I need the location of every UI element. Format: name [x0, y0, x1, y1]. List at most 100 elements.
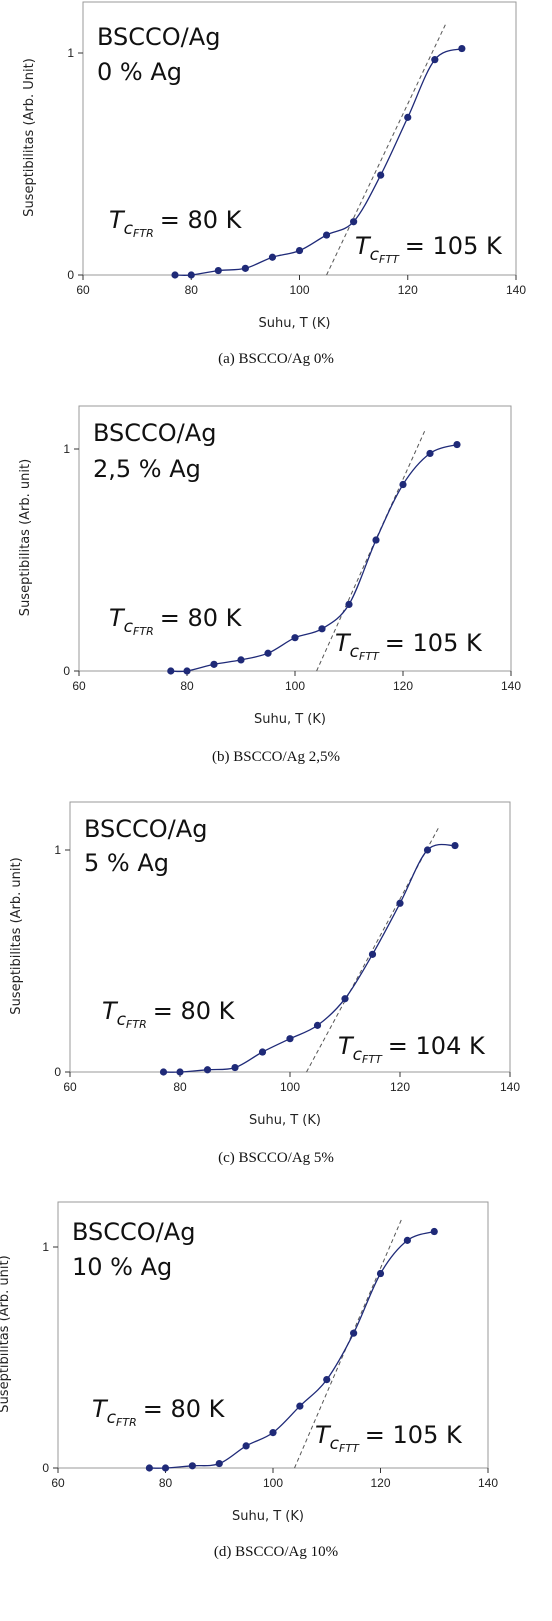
- data-point: [322, 231, 331, 239]
- x-tick-label: 80: [185, 283, 199, 297]
- data-point: [258, 1048, 267, 1056]
- tc-ftt-label: TcFTT = 105 K: [355, 232, 503, 266]
- data-point: [350, 1329, 358, 1337]
- tangent-line: [316, 431, 426, 672]
- composition-label: 0 % Ag: [97, 58, 182, 86]
- y-axis-label: Suseptibilitas (Arb. unit): [18, 459, 33, 616]
- x-tick-label: 80: [180, 679, 194, 693]
- tc-ftr-label: TcFTR = 80 K: [102, 997, 236, 1031]
- tc-ftr-label-text: TcFTR = 80 K: [109, 206, 243, 240]
- data-point: [215, 1459, 223, 1468]
- data-point: [203, 1066, 212, 1074]
- tangent-line: [326, 23, 447, 276]
- x-tick-label: 120: [370, 1476, 390, 1490]
- data-point: [167, 667, 175, 675]
- data-point: [296, 1402, 304, 1410]
- data-point: [242, 1442, 250, 1450]
- data-point: [377, 171, 385, 179]
- tc-ftr-label: TcFTR = 80 K: [109, 604, 243, 638]
- tc-ftr-label: TcFTR = 80 K: [92, 1395, 226, 1429]
- data-point: [237, 656, 245, 664]
- data-point: [264, 649, 272, 657]
- x-tick-label: 140: [500, 1080, 520, 1094]
- y-tick-label: 1: [63, 442, 70, 456]
- data-point: [159, 1068, 168, 1076]
- x-tick-label: 60: [72, 679, 86, 693]
- x-tick-label: 60: [51, 1476, 65, 1490]
- data-point: [210, 660, 218, 668]
- sample-label: BSCCO/Ag: [93, 419, 216, 447]
- y-axis-label: Suseptibilitas (Arb. unit): [0, 1255, 12, 1412]
- data-point: [313, 1021, 322, 1029]
- x-tick-label: 120: [398, 283, 418, 297]
- tc-ftt-label-text: TcFTT = 104 K: [338, 1032, 486, 1066]
- x-tick-label: 120: [393, 679, 413, 693]
- tc-ftr-label-text: TcFTR = 80 K: [109, 604, 243, 638]
- data-point: [458, 44, 466, 53]
- sample-label: BSCCO/Ag: [72, 1218, 195, 1246]
- data-point: [341, 995, 349, 1003]
- data-point: [372, 536, 380, 544]
- x-tick-label: 100: [285, 679, 305, 693]
- data-point: [171, 271, 179, 279]
- data-point: [404, 113, 412, 121]
- data-point: [376, 1269, 385, 1278]
- data-point: [431, 56, 439, 64]
- tc-ftr-label-text: TcFTR = 80 K: [92, 1395, 226, 1429]
- composition-label: 5 % Ag: [84, 849, 169, 877]
- data-point: [286, 1035, 294, 1043]
- data-point: [231, 1063, 239, 1072]
- panel-caption: (b) BSCCO/Ag 2,5%: [212, 749, 340, 765]
- composition-label: 10 % Ag: [72, 1253, 172, 1281]
- panel-caption: (c) BSCCO/Ag 5%: [218, 1150, 334, 1166]
- x-tick-label: 140: [478, 1476, 498, 1490]
- x-tick-label: 140: [506, 283, 526, 297]
- tc-ftt-label: TcFTT = 105 K: [335, 629, 483, 663]
- data-point: [323, 1376, 331, 1384]
- panel-caption: (d) BSCCO/Ag 10%: [214, 1544, 338, 1560]
- chart-panel-2: 60 80 100 120 140 0 1 Suhu, T (K) Suseptibilitas…: [18, 405, 521, 765]
- tc-ftt-label: TcFTT = 104 K: [338, 1032, 486, 1066]
- y-tick-label: 1: [54, 843, 61, 857]
- x-axis-label: Suhu, T (K): [232, 1509, 304, 1524]
- y-tick-label: 1: [67, 46, 74, 60]
- chart-panel-1: 60 80 100 120 140 0 1 Suhu, T (K) Suseptibilitas…: [22, 1, 526, 367]
- data-point: [188, 1462, 196, 1470]
- panel-caption: (a) BSCCO/Ag 0%: [218, 351, 334, 367]
- data-point: [269, 1429, 277, 1437]
- x-tick-label: 80: [159, 1476, 173, 1490]
- x-tick-label: 100: [263, 1476, 283, 1490]
- data-point: [161, 1464, 170, 1472]
- data-point: [451, 841, 459, 850]
- data-point: [426, 449, 434, 458]
- x-tick-label: 140: [501, 679, 521, 693]
- data-point: [396, 899, 404, 907]
- y-tick-label: 0: [54, 1065, 61, 1079]
- tc-ftr-label: TcFTR = 80 K: [109, 206, 243, 240]
- data-point: [214, 266, 222, 275]
- y-tick-label: 0: [63, 664, 70, 678]
- x-tick-label: 60: [76, 283, 90, 297]
- y-tick-label: 0: [67, 268, 74, 282]
- x-axis-label: Suhu, T (K): [254, 712, 326, 727]
- x-axis-label: Suhu, T (K): [259, 316, 331, 331]
- data-point: [295, 246, 304, 255]
- data-point: [403, 1236, 411, 1244]
- data-point: [345, 600, 353, 609]
- y-tick-label: 1: [42, 1240, 49, 1254]
- y-axis-label: Suseptibilitas (Arb. Unit): [22, 58, 37, 217]
- y-tick-label: 0: [42, 1461, 49, 1475]
- x-tick-label: 100: [280, 1080, 300, 1094]
- sample-label: BSCCO/Ag: [84, 815, 207, 843]
- y-axis-label: Suseptibilitas (Arb. unit): [9, 857, 24, 1014]
- x-tick-label: 60: [63, 1080, 77, 1094]
- composition-label: 2,5 % Ag: [93, 455, 201, 483]
- data-point: [187, 271, 195, 279]
- data-point: [291, 634, 299, 642]
- data-point: [318, 625, 326, 633]
- x-tick-label: 80: [173, 1080, 187, 1094]
- data-point: [430, 1227, 438, 1236]
- data-point: [453, 440, 461, 449]
- x-tick-label: 120: [390, 1080, 410, 1094]
